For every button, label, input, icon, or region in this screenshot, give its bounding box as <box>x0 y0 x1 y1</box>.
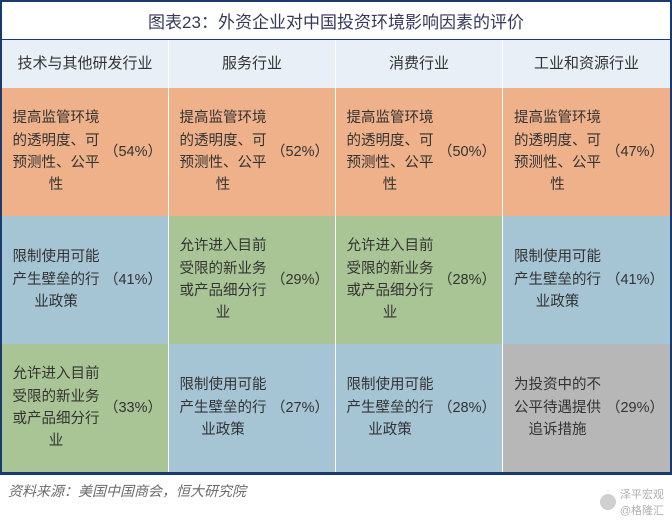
data-row-3: 允许进入目前受限的新业务或产品细分行业（33%）限制使用可能产生壁垒的行业政策（… <box>2 344 670 472</box>
cell-percent: （54%） <box>104 141 162 163</box>
cell-percent: （47%） <box>606 141 664 163</box>
data-cell: 允许进入目前受限的新业务或产品细分行业（29%） <box>169 216 336 344</box>
cell-percent: （52%） <box>271 141 329 163</box>
chart-frame: 图表23：外资企业对中国投资环境影响因素的评价 技术与其他研发行业服务行业消费行… <box>0 0 672 474</box>
cell-percent: （41%） <box>606 269 664 291</box>
cell-text: 提高监管环境的透明度、可预测性、公平性 <box>8 107 104 197</box>
chart-title: 图表23：外资企业对中国投资环境影响因素的评价 <box>2 2 670 40</box>
header-row: 技术与其他研发行业服务行业消费行业工业和资源行业 <box>2 40 670 88</box>
cell-text: 限制使用可能产生壁垒的行业政策 <box>8 246 104 313</box>
cell-percent: （50%） <box>438 141 496 163</box>
data-cell: 为投资中的不公平待遇提供追诉措施（29%） <box>503 344 670 472</box>
cell-percent: （27%） <box>271 397 329 419</box>
data-cell: 限制使用可能产生壁垒的行业政策（28%） <box>336 344 503 472</box>
cell-percent: （28%） <box>438 269 496 291</box>
cell-percent: （33%） <box>104 397 162 419</box>
data-cell: 限制使用可能产生壁垒的行业政策（41%） <box>2 216 169 344</box>
source-citation: 资料来源：美国中国商会，恒大研究院 <box>0 474 672 501</box>
cell-percent: （41%） <box>104 269 162 291</box>
watermark-text: 泽平宏观 @格隆汇 <box>620 486 664 518</box>
data-row-2: 限制使用可能产生壁垒的行业政策（41%）允许进入目前受限的新业务或产品细分行业（… <box>2 216 670 344</box>
column-header: 服务行业 <box>169 40 336 88</box>
watermark: 泽平宏观 @格隆汇 <box>600 486 664 518</box>
data-row-1: 提高监管环境的透明度、可预测性、公平性（54%）提高监管环境的透明度、可预测性、… <box>2 88 670 216</box>
data-cell: 提高监管环境的透明度、可预测性、公平性（52%） <box>169 88 336 216</box>
cell-text: 允许进入目前受限的新业务或产品细分行业 <box>8 363 104 453</box>
cell-text: 提高监管环境的透明度、可预测性、公平性 <box>342 107 438 197</box>
data-cell: 允许进入目前受限的新业务或产品细分行业（33%） <box>2 344 169 472</box>
column-header: 消费行业 <box>336 40 503 88</box>
cell-text: 提高监管环境的透明度、可预测性、公平性 <box>509 107 606 197</box>
data-cell: 提高监管环境的透明度、可预测性、公平性（54%） <box>2 88 169 216</box>
cell-text: 为投资中的不公平待遇提供追诉措施 <box>509 374 606 441</box>
column-header: 技术与其他研发行业 <box>2 40 169 88</box>
data-cell: 限制使用可能产生壁垒的行业政策（41%） <box>503 216 670 344</box>
cell-text: 提高监管环境的透明度、可预测性、公平性 <box>175 107 271 197</box>
data-cell: 提高监管环境的透明度、可预测性、公平性（50%） <box>336 88 503 216</box>
column-header: 工业和资源行业 <box>503 40 670 88</box>
cell-percent: （29%） <box>271 269 329 291</box>
cell-text: 允许进入目前受限的新业务或产品细分行业 <box>175 235 271 325</box>
data-cell: 提高监管环境的透明度、可预测性、公平性（47%） <box>503 88 670 216</box>
cell-percent: （28%） <box>438 397 496 419</box>
data-cell: 允许进入目前受限的新业务或产品细分行业（28%） <box>336 216 503 344</box>
cell-text: 限制使用可能产生壁垒的行业政策 <box>342 374 438 441</box>
cell-percent: （29%） <box>606 397 664 419</box>
data-cell: 限制使用可能产生壁垒的行业政策（27%） <box>169 344 336 472</box>
wechat-icon <box>600 494 616 510</box>
cell-text: 限制使用可能产生壁垒的行业政策 <box>175 374 271 441</box>
cell-text: 限制使用可能产生壁垒的行业政策 <box>509 246 606 313</box>
cell-text: 允许进入目前受限的新业务或产品细分行业 <box>342 235 438 325</box>
